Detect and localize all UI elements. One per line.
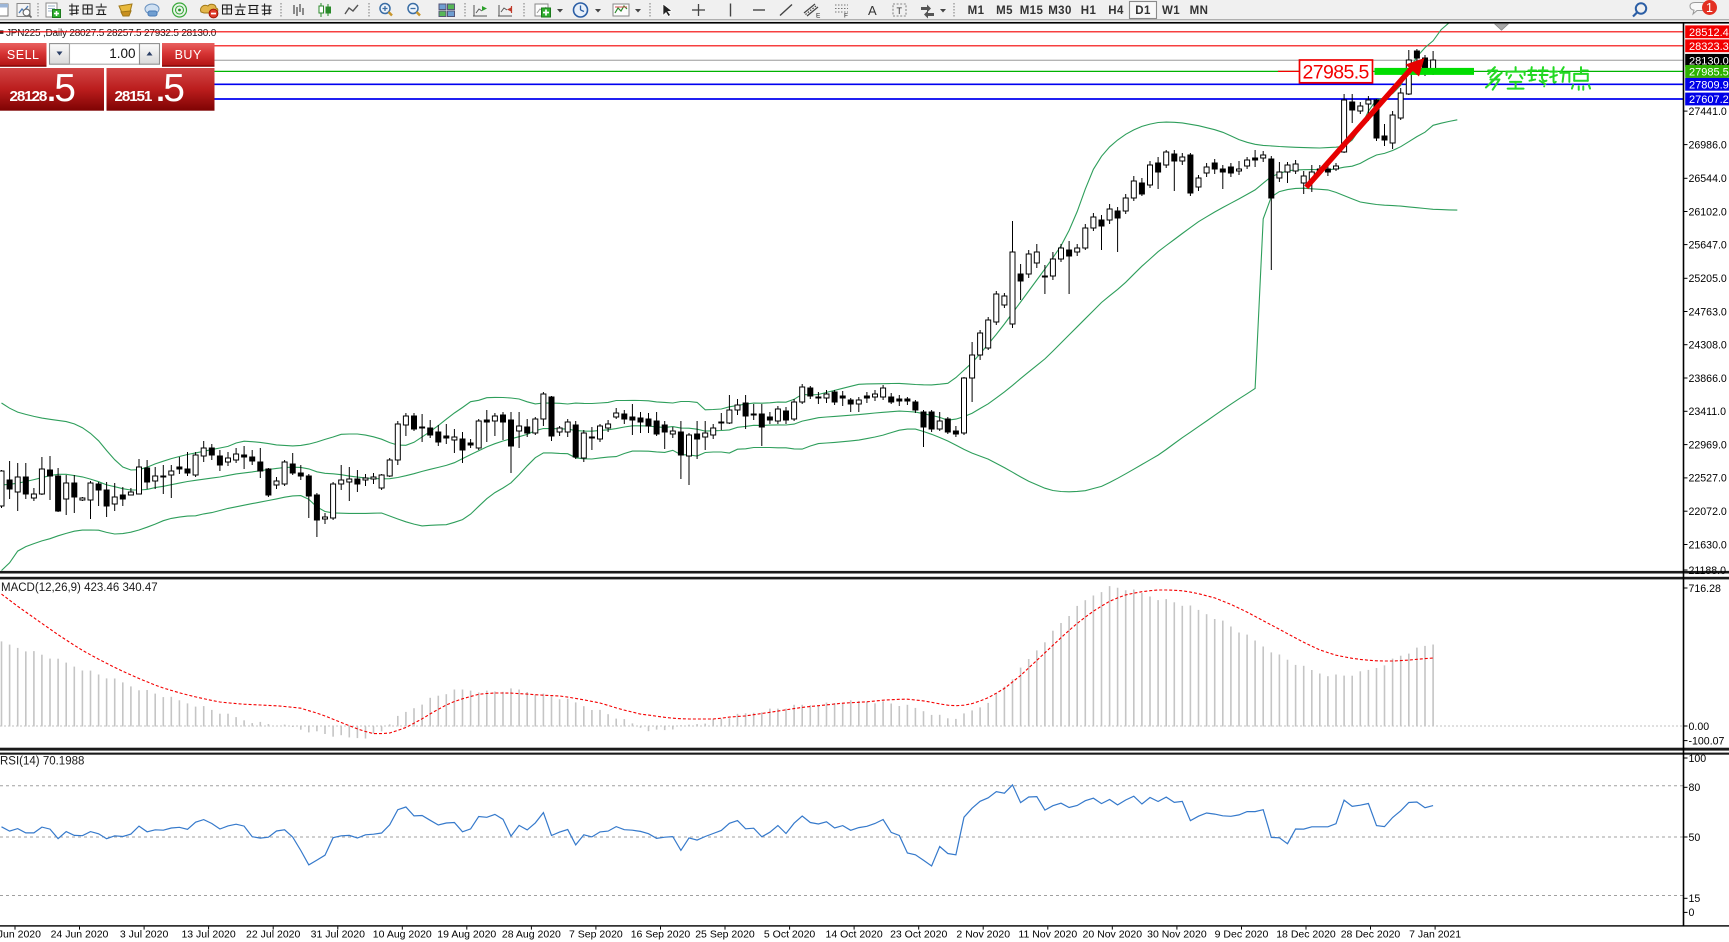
svg-text:M1: M1 <box>968 5 985 17</box>
svg-text:24 Jun 2020: 24 Jun 2020 <box>51 929 109 941</box>
svg-text:22 Jul 2020: 22 Jul 2020 <box>246 929 300 941</box>
svg-text:F: F <box>844 13 848 20</box>
svg-text:D1: D1 <box>1135 5 1151 17</box>
svg-text:5: 5 <box>163 67 185 110</box>
svg-text:5 Jun 2020: 5 Jun 2020 <box>0 929 41 941</box>
svg-text:H4: H4 <box>1108 5 1124 17</box>
svg-text:26986.0: 26986.0 <box>1689 139 1727 151</box>
svg-text:26544.0: 26544.0 <box>1689 173 1727 185</box>
svg-text:19 Aug 2020: 19 Aug 2020 <box>437 929 496 941</box>
svg-text:24308.0: 24308.0 <box>1689 340 1727 352</box>
svg-text:13 Jul 2020: 13 Jul 2020 <box>181 929 235 941</box>
svg-text:20 Nov 2020: 20 Nov 2020 <box>1083 929 1143 941</box>
svg-text:23 Oct 2020: 23 Oct 2020 <box>890 929 947 941</box>
svg-text:RSI(14) 70.1988: RSI(14) 70.1988 <box>0 755 84 767</box>
svg-text:716.28: 716.28 <box>1689 583 1722 595</box>
svg-text:22969.0: 22969.0 <box>1689 439 1727 451</box>
svg-text:1: 1 <box>1706 1 1713 15</box>
svg-text:0: 0 <box>1689 907 1695 919</box>
svg-text:27985.5: 27985.5 <box>1689 67 1729 79</box>
svg-text:18 Dec 2020: 18 Dec 2020 <box>1276 929 1336 941</box>
svg-text:22527.0: 22527.0 <box>1689 473 1727 485</box>
svg-text:5: 5 <box>54 67 76 110</box>
svg-text:80: 80 <box>1689 782 1701 794</box>
svg-text:21630.0: 21630.0 <box>1689 539 1727 551</box>
svg-text:-100.07: -100.07 <box>1689 735 1725 747</box>
svg-text:11 Nov 2020: 11 Nov 2020 <box>1018 929 1077 941</box>
svg-text:SELL: SELL <box>7 48 40 62</box>
svg-text:24763.0: 24763.0 <box>1689 306 1727 318</box>
svg-text:16 Sep 2020: 16 Sep 2020 <box>631 929 691 941</box>
svg-text:JPN225 ,Daily 28027.5 28257.5: JPN225 ,Daily 28027.5 28257.5 27932.5 28… <box>6 28 217 39</box>
svg-text:26102.0: 26102.0 <box>1689 206 1727 218</box>
svg-text:21188.0: 21188.0 <box>1689 565 1727 577</box>
svg-text:28130.0: 28130.0 <box>1689 56 1729 68</box>
svg-text:7 Sep 2020: 7 Sep 2020 <box>569 929 623 941</box>
svg-text:25647.0: 25647.0 <box>1689 239 1727 251</box>
svg-text:MACD(12,26,9) 423.46 340.47: MACD(12,26,9) 423.46 340.47 <box>1 582 158 594</box>
svg-text:5 Oct 2020: 5 Oct 2020 <box>764 929 816 941</box>
svg-text:9 Dec 2020: 9 Dec 2020 <box>1215 929 1269 941</box>
svg-text:27607.2: 27607.2 <box>1689 94 1729 106</box>
svg-text:7 Jan 2021: 7 Jan 2021 <box>1409 929 1461 941</box>
svg-text:27809.9: 27809.9 <box>1689 80 1729 92</box>
svg-text:50: 50 <box>1689 832 1701 844</box>
svg-text:H1: H1 <box>1081 5 1097 17</box>
svg-text:28512.4: 28512.4 <box>1689 27 1729 39</box>
svg-text:M5: M5 <box>996 5 1013 17</box>
svg-text:2 Nov 2020: 2 Nov 2020 <box>956 929 1010 941</box>
svg-text:23866.0: 23866.0 <box>1689 373 1727 385</box>
svg-text:22072.0: 22072.0 <box>1689 506 1727 518</box>
svg-text:A: A <box>868 3 877 18</box>
svg-text:14 Oct 2020: 14 Oct 2020 <box>825 929 882 941</box>
svg-text:28 Aug 2020: 28 Aug 2020 <box>502 929 561 941</box>
svg-text:T: T <box>897 6 903 16</box>
svg-text:0.00: 0.00 <box>1689 721 1710 733</box>
svg-text:30 Nov 2020: 30 Nov 2020 <box>1147 929 1207 941</box>
svg-text:M30: M30 <box>1048 5 1072 17</box>
svg-text:100: 100 <box>1689 753 1707 765</box>
svg-text:28151: 28151 <box>115 88 153 105</box>
svg-text:E: E <box>816 13 821 20</box>
svg-text:31 Jul 2020: 31 Jul 2020 <box>311 929 365 941</box>
svg-text:10 Aug 2020: 10 Aug 2020 <box>373 929 432 941</box>
svg-text:28 Dec 2020: 28 Dec 2020 <box>1341 929 1401 941</box>
svg-text:25205.0: 25205.0 <box>1689 273 1727 285</box>
svg-text:BUY: BUY <box>175 48 202 62</box>
svg-text:28128: 28128 <box>10 88 47 105</box>
svg-text:W1: W1 <box>1162 5 1180 17</box>
svg-text:1.00: 1.00 <box>109 46 135 61</box>
svg-text:27985.5: 27985.5 <box>1303 61 1370 83</box>
svg-text:28323.3: 28323.3 <box>1689 41 1729 53</box>
svg-text:3 Jul 2020: 3 Jul 2020 <box>120 929 169 941</box>
svg-text:15: 15 <box>1689 893 1701 905</box>
svg-text:27441.0: 27441.0 <box>1689 106 1727 118</box>
svg-text:MN: MN <box>1190 5 1209 17</box>
svg-text:25 Sep 2020: 25 Sep 2020 <box>695 929 755 941</box>
svg-text:23411.0: 23411.0 <box>1689 406 1727 418</box>
svg-text:M15: M15 <box>1020 5 1044 17</box>
